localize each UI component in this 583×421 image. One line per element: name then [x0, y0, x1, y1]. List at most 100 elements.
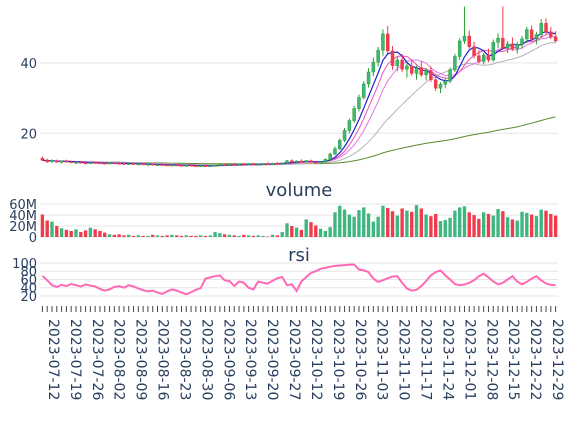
candle-body — [549, 31, 553, 38]
volume-bar — [549, 213, 553, 237]
volume-bar — [107, 234, 112, 237]
candle-body — [544, 23, 548, 33]
candle-body — [165, 164, 169, 167]
candle-body — [126, 163, 131, 165]
volume-bar — [525, 212, 529, 237]
volume-bar — [203, 235, 208, 237]
volume-bar — [534, 216, 539, 237]
volume-bar — [414, 205, 419, 237]
volume-bar — [501, 211, 505, 237]
x-tick-label: 2023-12-01 — [461, 319, 477, 400]
volume-bar — [462, 206, 467, 237]
candle-body — [242, 163, 246, 166]
candle-body — [424, 70, 428, 76]
volume-bar — [496, 209, 500, 237]
volume-bar — [328, 227, 332, 237]
volume-bar — [79, 232, 83, 237]
x-tick-label: 2023-07-19 — [67, 319, 83, 400]
x-tick-label: 2023-12-08 — [483, 319, 499, 400]
volume-bar — [505, 217, 510, 237]
candle-body — [534, 34, 539, 40]
candle-body — [64, 160, 69, 163]
volume-bar — [275, 235, 280, 237]
candle-body — [347, 120, 352, 131]
candle-body — [553, 36, 558, 42]
volume-bar — [376, 216, 380, 237]
x-tick-label: 2023-10-19 — [330, 319, 346, 400]
candle-body — [366, 71, 371, 85]
volume-bar — [69, 230, 73, 237]
x-tick-label: 2023-07-26 — [89, 319, 105, 400]
volume-bar — [318, 228, 323, 237]
candle-body — [117, 162, 121, 165]
volume-bar — [175, 235, 179, 237]
volume-bar — [256, 235, 260, 237]
candle-body — [323, 159, 328, 163]
volume-bar — [146, 235, 150, 237]
candle-body — [237, 163, 241, 166]
candle-body — [232, 164, 236, 166]
x-tick-label: 2023-08-02 — [111, 319, 127, 400]
candle-body — [443, 80, 448, 85]
volume-bar — [136, 235, 141, 237]
volume-tick-label: 60M — [9, 198, 37, 213]
volume-bar — [481, 212, 486, 237]
rsi-line — [41, 263, 556, 296]
ma-20-line — [42, 42, 556, 166]
volume-bar — [294, 227, 299, 237]
volume-panel-title: volume — [266, 180, 333, 201]
volume-bar — [520, 211, 524, 237]
volume-bar — [544, 210, 548, 237]
volume-bar — [438, 221, 443, 237]
x-tick-label: 2023-10-12 — [308, 319, 324, 400]
candle-body — [155, 164, 160, 166]
x-tick-label: 2023-11-03 — [374, 319, 390, 400]
candle-body — [160, 164, 165, 166]
candle-body — [218, 164, 222, 166]
candle-body — [477, 55, 481, 62]
x-tick-label: 2023-12-29 — [549, 319, 565, 400]
volume-bar — [323, 230, 328, 237]
volume-bar — [290, 226, 294, 237]
volume-bar — [347, 214, 352, 237]
candle-body — [357, 97, 361, 109]
candle-body — [299, 160, 304, 163]
candle-body — [491, 42, 495, 61]
volume-bar — [198, 235, 203, 237]
volume-bar — [362, 207, 366, 237]
volume-bar — [477, 218, 481, 237]
candle-body — [74, 161, 78, 164]
candle-body — [122, 163, 126, 165]
candle-body — [376, 49, 380, 63]
volume-bar — [395, 215, 400, 237]
volume-bar — [405, 210, 409, 237]
volume-bar — [194, 235, 198, 237]
candle-body — [385, 33, 390, 52]
rsi-tick-label: 60 — [20, 273, 37, 288]
volume-tick-label: 40M — [9, 209, 37, 224]
volume-bar — [59, 228, 64, 237]
volume-bar — [280, 232, 284, 237]
volume-bar — [419, 208, 423, 237]
volume-bar — [472, 215, 476, 237]
candle-body — [294, 160, 299, 163]
candle-body — [496, 37, 500, 43]
volume-bar — [285, 223, 289, 237]
candle-body — [189, 165, 193, 167]
rsi-tick-label: 20 — [20, 290, 37, 305]
volume-bar — [227, 234, 232, 237]
candle-body — [227, 164, 232, 166]
candle-body — [184, 165, 189, 167]
candle-body — [55, 160, 59, 163]
volume-bar — [127, 234, 131, 237]
candle-body — [520, 38, 524, 45]
candle-body — [529, 29, 534, 40]
volume-bar — [242, 234, 246, 237]
volume-bar — [189, 235, 193, 237]
candle-body — [290, 160, 294, 163]
candle-body — [198, 165, 203, 167]
candle-body — [429, 70, 433, 80]
volume-bar — [443, 220, 447, 237]
candle-body — [438, 84, 443, 89]
